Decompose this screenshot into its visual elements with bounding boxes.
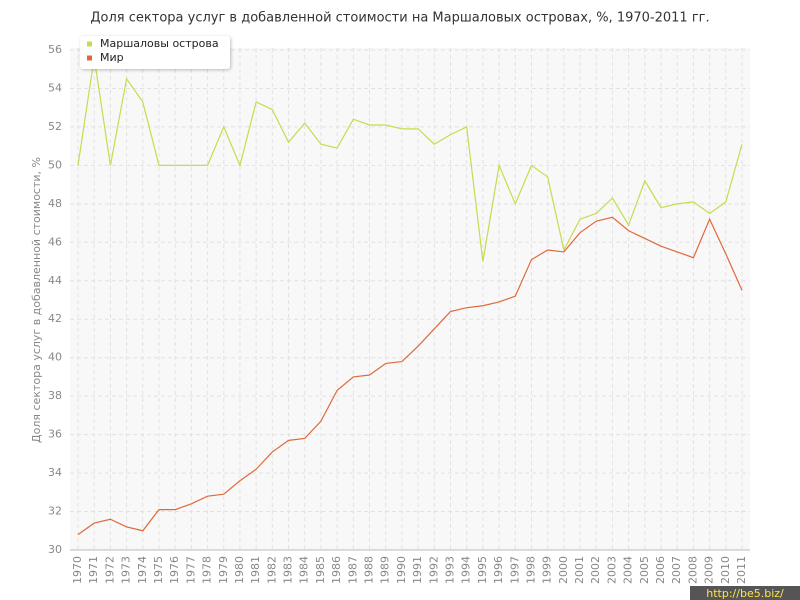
x-tick-label: 1993 — [443, 556, 456, 584]
x-tick-label: 2011 — [735, 556, 748, 584]
y-axis-label: Доля сектора услуг в добавленной стоимос… — [30, 157, 43, 443]
y-tick-label: 44 — [48, 274, 62, 287]
y-tick-label: 36 — [48, 428, 62, 441]
y-tick-label: 54 — [48, 81, 62, 94]
legend-box — [80, 36, 230, 69]
x-tick-label: 1975 — [152, 556, 165, 584]
x-tick-label: 1984 — [298, 556, 311, 584]
x-tick-label: 1982 — [265, 556, 278, 584]
x-tick-label: 1980 — [233, 556, 246, 584]
x-tick-label: 1986 — [330, 556, 343, 584]
x-tick-label: 1983 — [282, 556, 295, 584]
x-tick-label: 2002 — [589, 556, 602, 584]
x-tick-label: 1977 — [184, 556, 197, 584]
x-tick-label: 1991 — [411, 556, 424, 584]
legend-label: Маршаловы острова — [100, 37, 219, 50]
x-tick-label: 2000 — [557, 556, 570, 584]
x-tick-label: 2006 — [654, 556, 667, 584]
x-tick-label: 1985 — [314, 556, 327, 584]
x-tick-label: 2010 — [719, 556, 732, 584]
x-tick-label: 1976 — [168, 556, 181, 584]
x-tick-label: 2004 — [622, 556, 635, 584]
y-tick-label: 32 — [48, 505, 62, 518]
x-tick-label: 1990 — [395, 556, 408, 584]
x-tick-label: 1995 — [476, 556, 489, 584]
watermark: http://be5.biz/ — [706, 587, 784, 600]
legend-label: Мир — [100, 51, 124, 64]
x-tick-label: 1971 — [87, 556, 100, 584]
legend-swatch — [87, 55, 92, 61]
x-tick-label: 2007 — [670, 556, 683, 584]
x-tick-label: 1992 — [427, 556, 440, 584]
x-tick-label: 1996 — [492, 556, 505, 584]
x-tick-label: 1974 — [136, 556, 149, 584]
y-tick-label: 40 — [48, 351, 62, 364]
y-tick-label: 38 — [48, 389, 62, 402]
y-tick-label: 30 — [48, 543, 62, 556]
chart-title: Доля сектора услуг в добавленной стоимос… — [90, 11, 709, 26]
y-tick-label: 50 — [48, 158, 62, 171]
plot-area — [70, 48, 750, 550]
x-tick-label: 1979 — [217, 556, 230, 584]
y-tick-label: 48 — [48, 197, 62, 210]
x-tick-label: 2001 — [573, 556, 586, 584]
y-tick-label: 42 — [48, 312, 62, 325]
x-tick-label: 2009 — [703, 556, 716, 584]
series-line — [77, 57, 743, 262]
x-tick-label: 1973 — [120, 556, 133, 584]
x-tick-label: 2008 — [686, 556, 699, 584]
labels: 30 32 34 36 38 40 42 44 46 48 50 52 54 56 1970 1971 1972… — [48, 43, 748, 584]
x-tick-label: 1981 — [249, 556, 262, 584]
x-tick-label: 1987 — [346, 556, 359, 584]
legend-swatch — [87, 41, 92, 47]
x-tick-label: 1988 — [363, 556, 376, 584]
x-tick-label: 1972 — [103, 556, 116, 584]
x-tick-label: 1994 — [460, 556, 473, 584]
x-tick-label: 1999 — [541, 556, 554, 584]
y-tick-label: 46 — [48, 235, 62, 248]
x-tick-label: 2003 — [605, 556, 618, 584]
grid — [70, 48, 750, 551]
x-tick-label: 1978 — [201, 556, 214, 584]
x-tick-label: 1997 — [508, 556, 521, 584]
y-tick-label: 34 — [48, 466, 62, 479]
watermark-bg — [690, 586, 800, 600]
x-tick-label: 1989 — [379, 556, 392, 584]
x-tick-label: 1998 — [524, 556, 537, 584]
y-tick-label: 56 — [48, 43, 62, 56]
lines — [77, 57, 743, 536]
x-tick-label: 2005 — [638, 556, 651, 584]
series-line — [77, 216, 743, 536]
y-tick-label: 52 — [48, 120, 62, 133]
x-tick-label: 1970 — [71, 556, 84, 584]
